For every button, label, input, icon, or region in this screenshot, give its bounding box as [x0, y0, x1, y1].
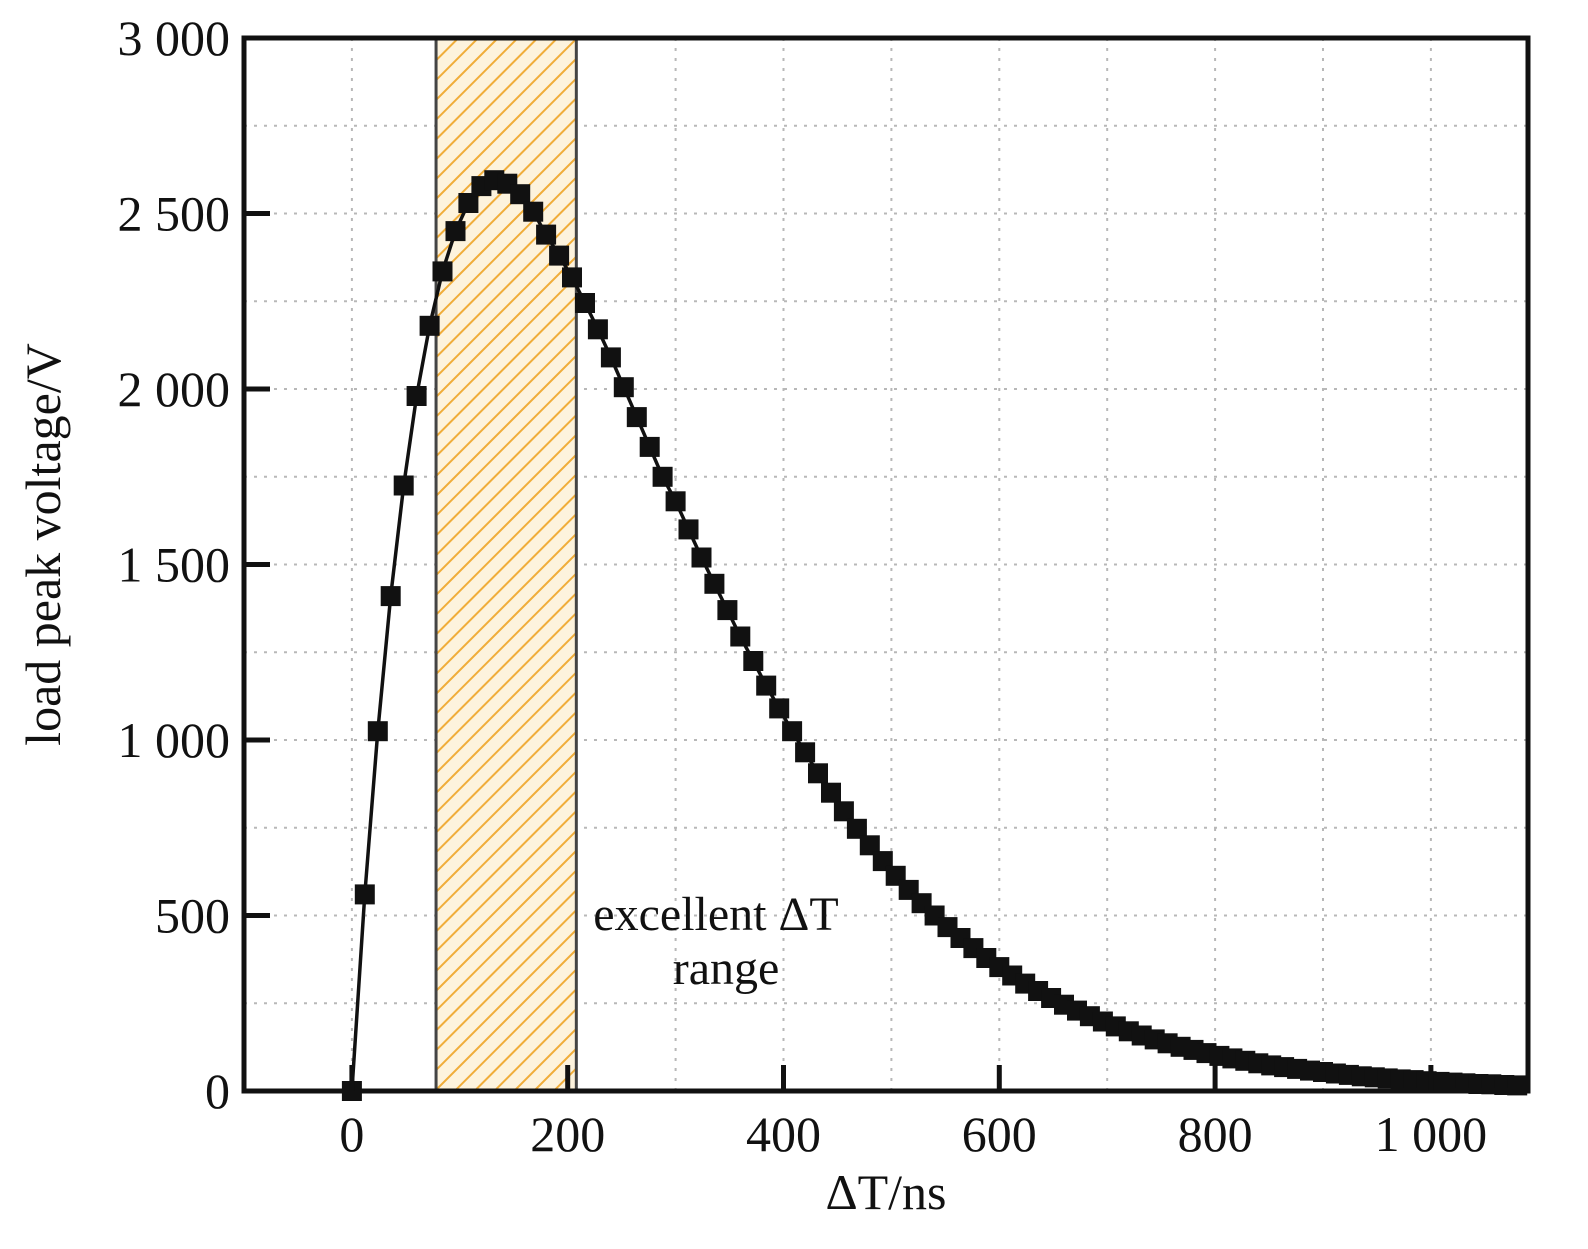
x-tick-label: 400 — [746, 1106, 821, 1162]
y-tick-label: 3 000 — [118, 10, 231, 66]
data-point — [432, 261, 453, 282]
data-point — [795, 742, 816, 763]
y-tick-label: 2 500 — [118, 186, 231, 242]
y-tick-label: 0 — [205, 1063, 230, 1119]
data-point — [600, 347, 621, 368]
data-point — [367, 721, 388, 742]
data-point — [743, 651, 764, 671]
x-tick-labels: 0 200 400 600 800 1 000 — [339, 1106, 1487, 1162]
grid-lines — [244, 38, 1528, 1091]
data-point — [846, 818, 867, 839]
y-tick-label: 1 000 — [118, 712, 231, 768]
annotation-line-1: excellent ΔT — [593, 888, 838, 941]
x-tick-label: 1 000 — [1375, 1106, 1488, 1162]
data-point — [562, 267, 582, 288]
highlight-band — [436, 38, 577, 1091]
data-point — [523, 201, 544, 222]
data-point — [704, 573, 725, 594]
x-tick-label: 0 — [339, 1106, 364, 1162]
data-point — [821, 782, 841, 803]
data-point — [613, 377, 634, 398]
y-tick-label: 1 500 — [118, 537, 231, 593]
data-point — [393, 475, 414, 496]
data-point — [808, 763, 828, 784]
y-tick-label: 2 000 — [118, 361, 231, 417]
y-axis-title: load peak voltage/V — [15, 343, 71, 746]
y-tick-label: 500 — [155, 888, 230, 944]
x-tick-label: 600 — [962, 1106, 1037, 1162]
data-point — [859, 835, 880, 856]
highlight-band-layer — [434, 38, 578, 1091]
data-point — [717, 600, 738, 621]
x-tick-label: 200 — [530, 1106, 605, 1162]
data-point — [575, 293, 595, 313]
data-point — [510, 184, 531, 205]
data-point — [406, 386, 427, 406]
data-point — [833, 801, 854, 822]
data-point — [587, 319, 608, 340]
data-point — [445, 221, 466, 242]
data-point — [691, 547, 712, 568]
tick-layer — [244, 35, 1434, 1094]
data-point — [652, 466, 673, 487]
x-tick-label: 800 — [1178, 1106, 1253, 1162]
data-point — [730, 626, 751, 647]
data-point — [549, 245, 570, 266]
annotation-line-2: range — [673, 942, 780, 995]
data-point — [665, 491, 686, 512]
data-point — [769, 698, 790, 719]
data-point — [639, 436, 660, 457]
x-axis-title: ΔT/ns — [825, 1164, 946, 1220]
data-point — [536, 224, 557, 245]
y-tick-labels: 0 500 1 000 1 500 2 000 2 500 3 000 — [118, 10, 231, 1119]
data-point — [458, 193, 479, 213]
data-point — [626, 407, 647, 428]
data-point — [380, 586, 401, 607]
data-point — [419, 315, 440, 336]
data-point — [354, 884, 375, 905]
data-point — [756, 675, 777, 696]
data-point — [782, 721, 803, 742]
marker-layer — [341, 170, 1528, 1101]
data-point — [678, 519, 699, 540]
